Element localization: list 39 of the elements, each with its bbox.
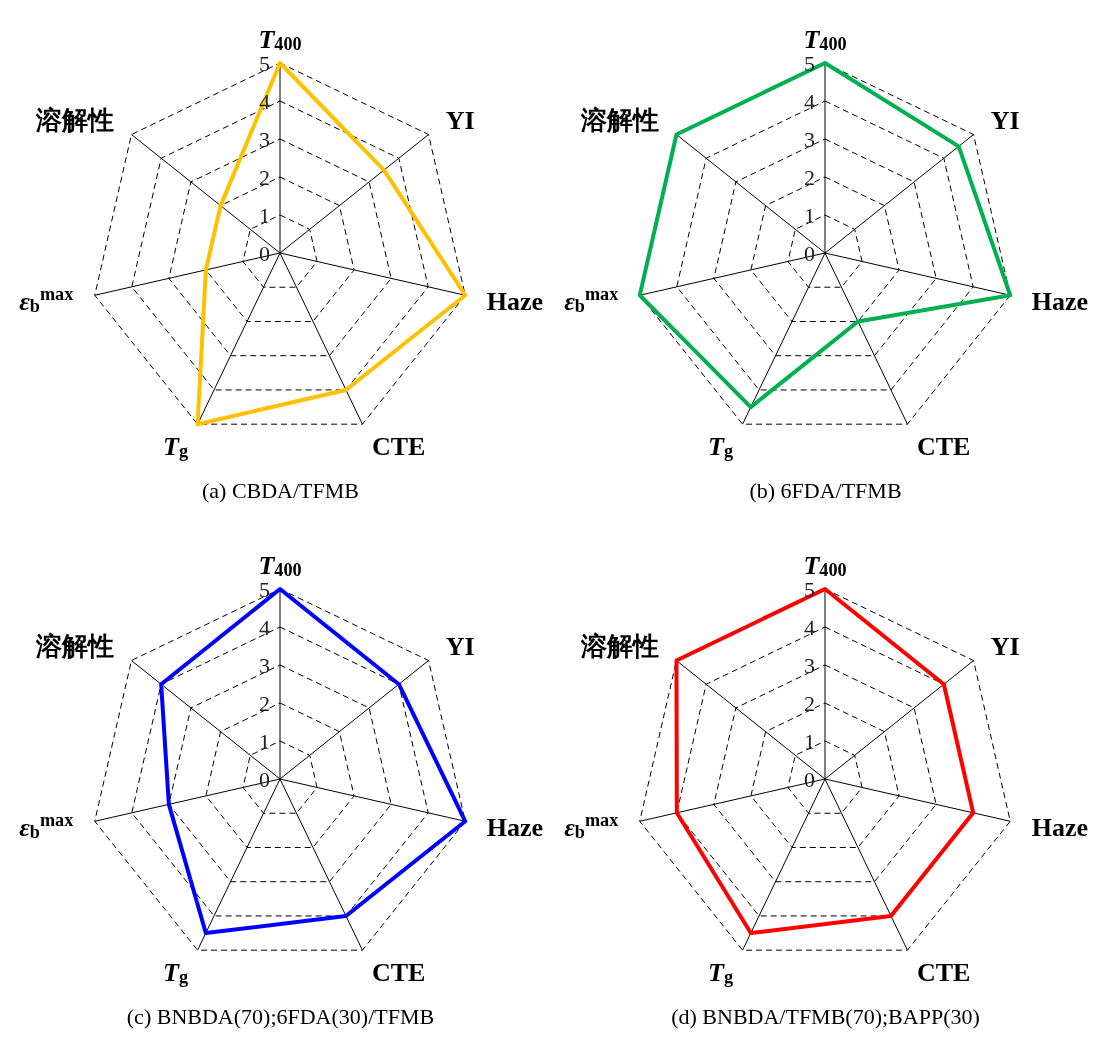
spoke-label: Haze [486, 812, 543, 842]
spoke-label: YI [445, 631, 475, 661]
text: (d) BNBDA/TFMB(70);BAPP(30) [670, 1004, 981, 1030]
text: (a) CBDA/TFMB [200, 478, 361, 504]
spoke-label: 溶解性 [35, 631, 115, 661]
spoke-label: CTE [371, 957, 426, 987]
spoke-label: YI [990, 105, 1020, 135]
y-tick-label: 1 [804, 728, 815, 754]
y-tick-label: 3 [804, 652, 815, 678]
spoke-label: 溶解性 [580, 105, 660, 135]
y-tick-label: 3 [259, 652, 270, 678]
spoke-label: CTE [916, 957, 971, 987]
y-tick-label: 2 [804, 690, 815, 716]
text: (b) 6FDA/TFMB [748, 478, 903, 504]
spoke-label: T$_{g}$ [163, 431, 189, 462]
spoke-label: T$_{g}$ [163, 957, 189, 988]
spoke-label: 溶解性 [35, 105, 115, 135]
y-tick-label: 4 [804, 88, 815, 114]
y-tick-label: 1 [259, 202, 270, 228]
spoke-label: Haze [1031, 286, 1088, 316]
y-tick-label: 1 [259, 728, 270, 754]
spoke-label: Haze [486, 286, 543, 316]
y-tick-label: 2 [259, 164, 270, 190]
spoke-label: 溶解性 [580, 631, 660, 661]
y-tick-label: 2 [804, 164, 815, 190]
y-tick-label: 2 [259, 690, 270, 716]
spoke-label: CTE [916, 431, 971, 461]
text: (c) BNBDA(70);6FDA(30)/TFMB [125, 1004, 436, 1030]
y-tick-label: 3 [804, 126, 815, 152]
y-tick-label: 4 [259, 614, 270, 640]
y-tick-label: 1 [804, 202, 815, 228]
y-tick-label: 3 [259, 126, 270, 152]
spoke-label: T$_{g}$ [708, 957, 734, 988]
spoke-label: YI [445, 105, 475, 135]
spoke-label: YI [990, 631, 1020, 661]
y-tick-label: 4 [804, 614, 815, 640]
spoke-label: Haze [1031, 812, 1088, 842]
spoke-label: T$_{g}$ [708, 431, 734, 462]
spoke-label: CTE [371, 431, 426, 461]
